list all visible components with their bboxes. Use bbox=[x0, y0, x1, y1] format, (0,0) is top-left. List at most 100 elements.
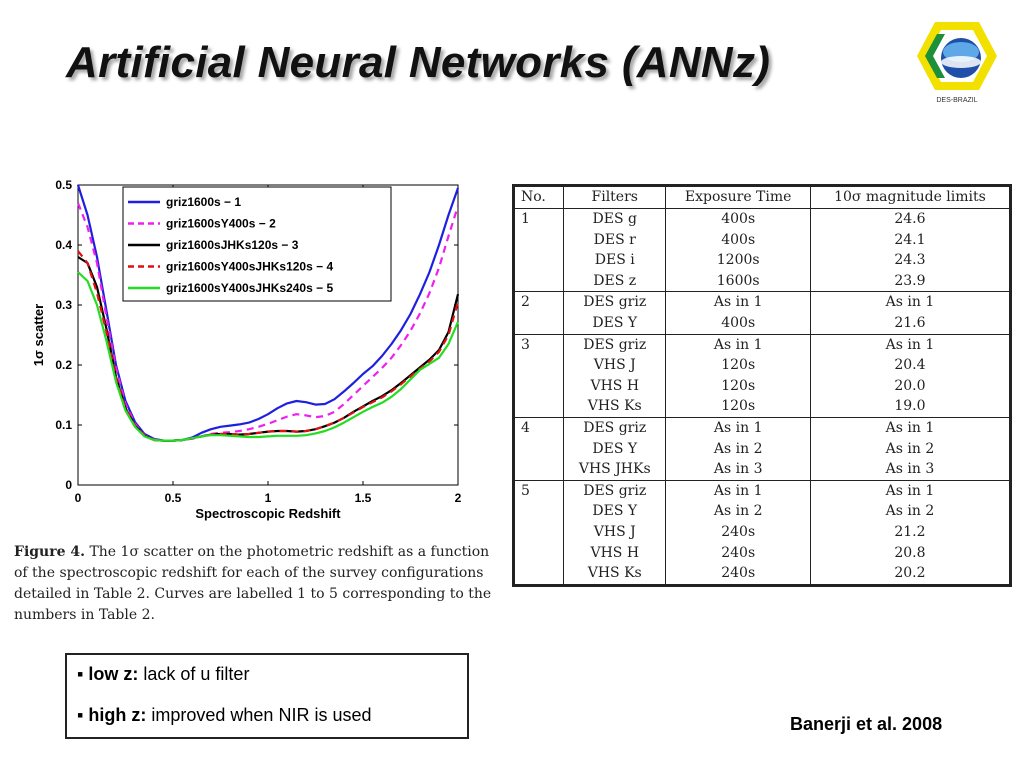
y-tick-label: 0.3 bbox=[55, 298, 72, 312]
bullet-bold: low z: bbox=[88, 664, 139, 684]
cell-mag-limit-line: 19.0 bbox=[894, 398, 926, 415]
cell-mag-limit-line: As in 2 bbox=[885, 503, 935, 520]
bullet-high-z: ▪ high z: improved when NIR is used bbox=[77, 705, 371, 726]
cell-no: 1 bbox=[514, 207, 564, 293]
cell-filter-line: DES griz bbox=[583, 294, 647, 311]
figure-caption: Figure 4. The 1σ scatter on the photomet… bbox=[14, 542, 504, 626]
cell-mag-limit-line: As in 1 bbox=[885, 419, 935, 436]
legend-box bbox=[122, 186, 392, 302]
cell-mag-limit: 24.6 24.1 24.3 23.9 bbox=[809, 207, 1011, 293]
y-tick-label: 0.1 bbox=[55, 418, 72, 432]
bullet-box: ▪ low z: lack of u filter ▪ high z: impr… bbox=[65, 653, 469, 739]
cell-mag-limit-line: 20.0 bbox=[894, 377, 926, 394]
bullet-low-z: ▪ low z: lack of u filter bbox=[77, 664, 249, 685]
cell-filter-line: DES griz bbox=[583, 336, 647, 353]
cell-mag-limit-line: 24.1 bbox=[894, 231, 926, 248]
cell-exposure-line: 120s bbox=[721, 377, 756, 394]
legend-label: griz1600sY400sJHKs240s − 5 bbox=[166, 281, 333, 295]
cell-exposure-line: As in 2 bbox=[713, 440, 763, 457]
legend-label: griz1600s − 1 bbox=[166, 195, 241, 209]
cell-exposure-line: 400s bbox=[721, 314, 756, 331]
cell-exposure-line: 1200s bbox=[716, 252, 760, 269]
cell-mag-limit-line: 21.6 bbox=[894, 314, 926, 331]
cell-no: 5 bbox=[514, 479, 564, 585]
cell-no-value: 1 bbox=[521, 211, 530, 227]
cell-exposure-line: 400s bbox=[721, 211, 756, 227]
legend-label: griz1600sY400sJHKs120s − 4 bbox=[166, 260, 333, 274]
cell-filter-line: VHS H bbox=[590, 377, 640, 394]
table-row: 4 DES griz DES Y VHS JHKs As in 1 As in 2 As i… bbox=[514, 416, 1011, 481]
cell-mag-limit-line: As in 1 bbox=[885, 336, 935, 353]
y-tick-label: 0.4 bbox=[55, 238, 72, 252]
cell-filter: DES g DES r DES i DES z bbox=[562, 207, 667, 293]
cell-mag-limit-line: As in 1 bbox=[885, 294, 935, 311]
cell-filter-line: DES Y bbox=[592, 314, 638, 331]
legend-label: griz1600sY400s − 2 bbox=[166, 217, 276, 231]
cell-exposure-line: 120s bbox=[721, 398, 756, 415]
y-tick-label: 0.2 bbox=[55, 358, 72, 372]
bullet-text: improved when NIR is used bbox=[146, 705, 372, 725]
cell-exposure-line: 240s bbox=[721, 544, 756, 561]
cell-exposure: As in 1 400s bbox=[665, 291, 811, 335]
cell-exposure: As in 1 As in 2 240s 240s 240s bbox=[665, 479, 811, 585]
scatter-chart: 0 0.5 1 1.5 2 0 0.1 0.2 0.3 0.4 0.5 griz1600s − 1 g… bbox=[31, 178, 462, 521]
cell-mag-limit-line: As in 3 bbox=[885, 461, 935, 478]
des-brazil-logo: DES-BRAZIL bbox=[917, 22, 997, 104]
header-mag-limits: 10σ magnitude limits bbox=[809, 186, 1011, 209]
cell-exposure-line: As in 3 bbox=[713, 461, 763, 478]
y-axis-label: 1σ scatter bbox=[31, 304, 46, 366]
x-axis-label: Spectroscopic Redshift bbox=[195, 506, 341, 521]
cell-exposure-line: 240s bbox=[721, 565, 756, 582]
table-row: 2 DES griz DES Y As in 1 400s As in 1 21.6 bbox=[514, 291, 1011, 335]
cell-mag-limit-line: 20.2 bbox=[894, 565, 926, 582]
cell-filter: DES griz DES Y VHS JHKs bbox=[562, 416, 667, 481]
caption-text: The 1σ scatter on the photometric redshi… bbox=[14, 544, 492, 623]
x-tick-label: 2 bbox=[455, 491, 462, 505]
cell-exposure-line: 1600s bbox=[716, 272, 760, 289]
cell-filter-line: DES g bbox=[592, 211, 637, 227]
cell-mag-limit-line: As in 2 bbox=[885, 440, 935, 457]
survey-table: No. Filters Exposure Time 10σ magnitude … bbox=[512, 184, 1012, 587]
cell-filter-line: VHS H bbox=[590, 544, 640, 561]
x-tick-label: 1.5 bbox=[355, 491, 372, 505]
cell-filter: DES griz DES Y VHS J VHS H VHS Ks bbox=[562, 479, 667, 585]
cell-exposure: As in 1 As in 2 As in 3 bbox=[665, 416, 811, 481]
cell-filter-line: DES i bbox=[594, 252, 635, 269]
cell-exposure-line: 120s bbox=[721, 357, 756, 374]
cell-exposure-line: 400s bbox=[721, 231, 756, 248]
cell-filter-line: VHS Ks bbox=[587, 398, 642, 415]
cell-no-value: 2 bbox=[521, 294, 530, 311]
cell-filter-line: DES griz bbox=[583, 482, 647, 499]
cell-no: 2 bbox=[514, 291, 564, 335]
cell-filter-line: VHS Ks bbox=[587, 565, 642, 582]
x-tick-label: 0.5 bbox=[165, 491, 182, 505]
cell-mag-limit-line: 24.3 bbox=[894, 252, 926, 269]
legend-label: griz1600sJHKs120s − 3 bbox=[166, 238, 299, 252]
bullet-marker: ▪ bbox=[77, 705, 89, 725]
cell-no: 4 bbox=[514, 416, 564, 481]
cell-no: 3 bbox=[514, 333, 564, 418]
x-tick-label: 0 bbox=[75, 491, 82, 505]
caption-label: Figure 4. bbox=[14, 544, 85, 560]
logo-text: DES-BRAZIL bbox=[936, 97, 977, 104]
bullet-bold: high z: bbox=[88, 705, 147, 725]
cell-exposure-line: As in 1 bbox=[713, 482, 763, 499]
cell-exposure: As in 1 120s 120s 120s bbox=[665, 333, 811, 418]
cell-filter-line: DES Y bbox=[592, 440, 638, 457]
y-tick-label: 0 bbox=[65, 478, 72, 492]
cell-exposure-line: As in 1 bbox=[713, 336, 763, 353]
table-row: 3 DES griz VHS J VHS H VHS Ks As in 1 120s 120s… bbox=[514, 333, 1011, 418]
cell-mag-limit-line: 20.8 bbox=[894, 544, 926, 561]
cell-mag-limit: As in 1 As in 2 As in 3 bbox=[809, 416, 1011, 481]
bullet-text: lack of u filter bbox=[138, 664, 250, 684]
header-exposure: Exposure Time bbox=[665, 186, 811, 209]
header-no: No. bbox=[514, 186, 564, 209]
cell-filter-line: DES Y bbox=[592, 503, 638, 520]
cell-filter-line: DES griz bbox=[583, 419, 647, 436]
bullet-marker: ▪ bbox=[77, 664, 89, 684]
cell-filter: DES griz DES Y bbox=[562, 291, 667, 335]
cell-filter-line: VHS JHKs bbox=[578, 461, 651, 478]
cell-exposure: 400s 400s 1200s 1600s bbox=[665, 207, 811, 293]
cell-no-value: 4 bbox=[521, 419, 530, 436]
cell-no-value: 3 bbox=[521, 336, 530, 353]
